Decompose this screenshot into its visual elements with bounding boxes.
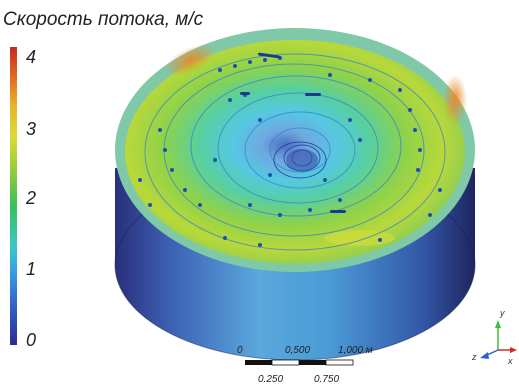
tick-label-2: 2	[26, 188, 37, 208]
axis-label-x: x	[508, 356, 513, 366]
scale-label-0750: 0.750	[314, 374, 340, 385]
legend-title: Скорость потока, м/с	[3, 9, 204, 30]
scale-label-0500: 0,500	[285, 345, 311, 356]
tick-label-0: 0	[26, 330, 37, 350]
axis-label-z: z	[472, 352, 477, 362]
scale-bar	[245, 359, 354, 366]
orientation-triad	[480, 320, 517, 359]
scale-label-1000: 1,000 м	[338, 345, 373, 356]
scale-label-0: 0	[237, 345, 243, 356]
tick-label-1: 1	[26, 259, 37, 279]
axis-label-y: y	[500, 308, 505, 318]
scale-label-0250: 0.250	[258, 374, 284, 385]
tick-label-4: 4	[26, 47, 37, 67]
velocity-colorbar	[10, 47, 17, 345]
tick-label-3: 3	[26, 119, 37, 139]
